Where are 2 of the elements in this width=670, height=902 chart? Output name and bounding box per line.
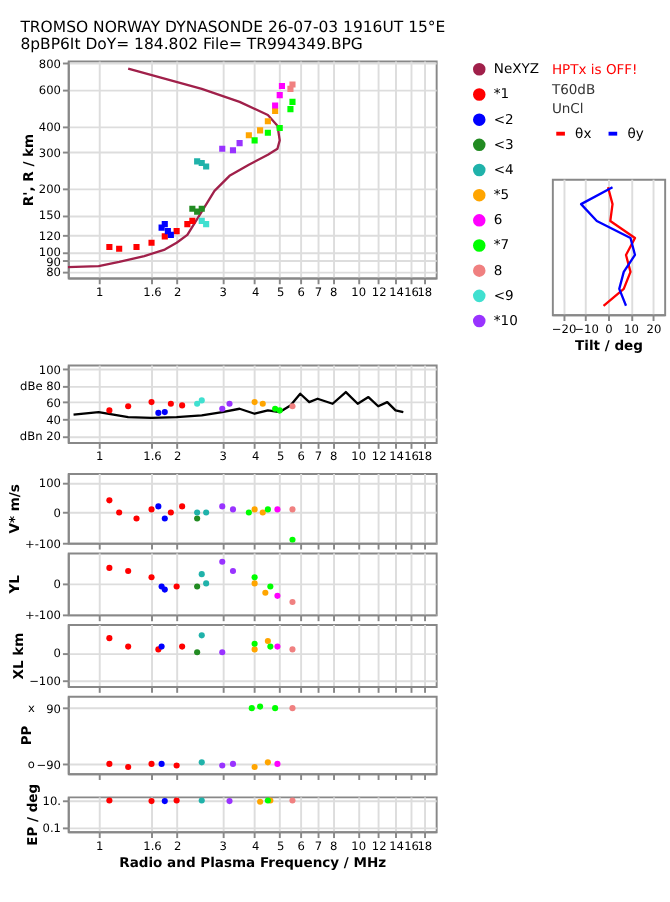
chart-title: TROMSO NORWAY DYNASONDE 26-07-03 1916UT 15°E <box>18 17 446 36</box>
chart-subtitle: 8pBP6It DoY= 184.802 File= TR994349.BPG <box>20 35 363 54</box>
